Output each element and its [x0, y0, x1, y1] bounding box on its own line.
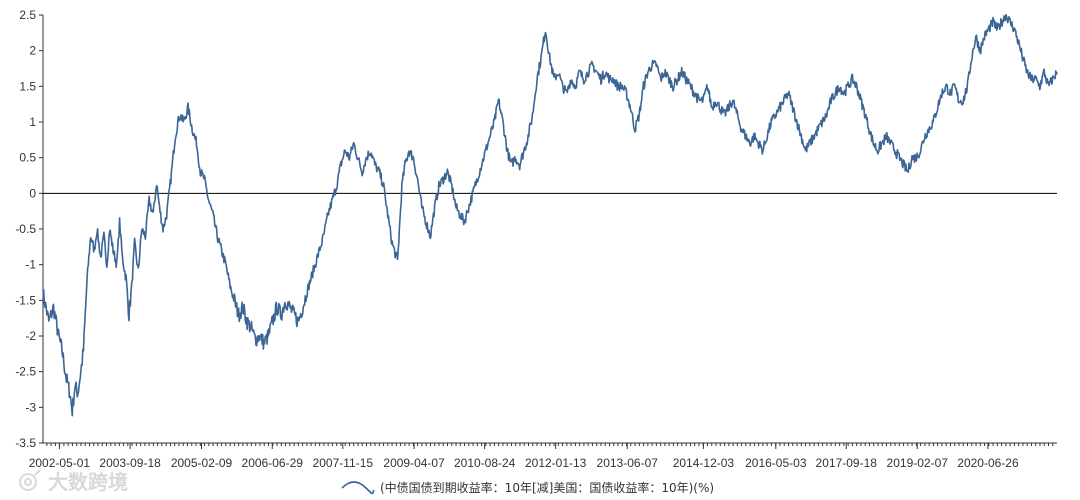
y-tick-label: 0 [29, 186, 36, 200]
x-tick-label: 2003-09-18 [99, 456, 161, 470]
series-line [42, 13, 1058, 417]
watermark-text: 大数跨境 [48, 470, 128, 494]
x-tick-label: 2016-05-03 [745, 456, 807, 470]
x-tick-label: 2002-05-01 [29, 456, 91, 470]
x-tick-label: 2006-06-29 [242, 456, 304, 470]
y-tick-label: -3 [25, 400, 36, 414]
y-tick-label: 2 [29, 44, 36, 58]
legend-series-label: (中债国债到期收益率：10年[减]美国：国债收益率：10年)(%) [380, 480, 714, 495]
x-tick-label: 2012-01-13 [525, 456, 587, 470]
y-tick-label: -2.5 [15, 365, 36, 379]
watermark: 大数跨境 [19, 469, 128, 494]
y-tick-label: 0.5 [19, 151, 36, 165]
x-tick-label: 2005-02-09 [171, 456, 233, 470]
y-tick-label: -1 [25, 258, 36, 272]
x-axis: 2002-05-01 2003-09-18 2005-02-09 2006-06-29… [29, 442, 1057, 470]
x-tick-label: 2017-09-18 [816, 456, 878, 470]
y-tick-label: -0.5 [15, 222, 36, 236]
x-tick-label: 2009-04-07 [383, 456, 445, 470]
y-tick-label: 1.5 [19, 79, 36, 93]
y-tick-label: -2 [25, 329, 36, 343]
legend: (中债国债到期收益率：10年[减]美国：国债收益率：10年)(%) [341, 480, 714, 495]
x-tick-label: 2007-11-15 [313, 456, 374, 470]
y-tick-label: -3.5 [15, 436, 36, 450]
y-tick-label: 1 [29, 115, 36, 129]
y-axis: 2.5 2 1.5 1 0.5 0 -0.5 -1 -1.5 -2 -2.5 -3 -3.5 [15, 8, 44, 450]
x-tick-label: 2010-08-24 [454, 456, 516, 470]
x-tick-label: 2020-06-26 [957, 456, 1019, 470]
y-tick-label: 2.5 [19, 8, 36, 22]
y-tick-label: -1.5 [15, 293, 36, 307]
x-tick-label: 2013-06-07 [597, 456, 659, 470]
watermark-logo-icon [19, 469, 41, 491]
x-tick-label: 2019-02-07 [887, 456, 949, 470]
legend-swatch [341, 481, 375, 495]
x-tick-label: 2014-12-03 [673, 456, 735, 470]
